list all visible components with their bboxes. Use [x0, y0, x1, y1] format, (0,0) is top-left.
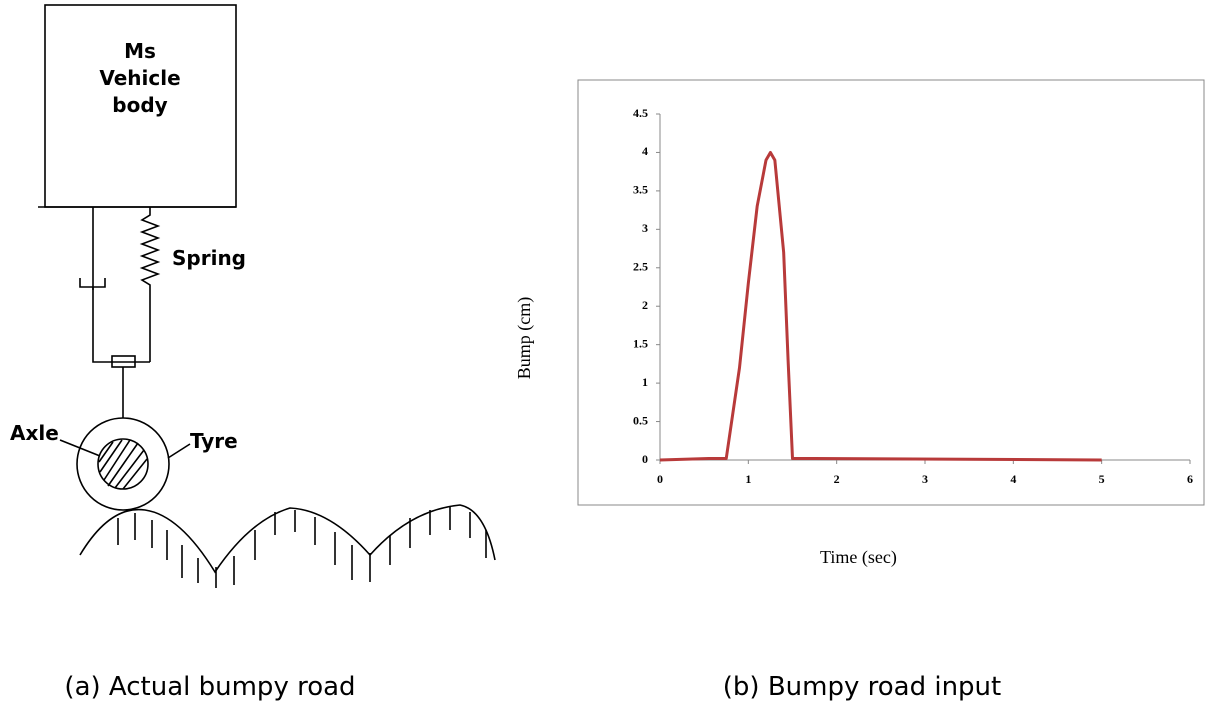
spring-label: Spring — [172, 246, 246, 270]
body-label: body — [112, 93, 167, 117]
tyre — [76, 417, 170, 511]
y-tick-label: 3 — [642, 221, 648, 235]
y-axis-title: Bump (cm) — [514, 297, 535, 380]
y-tick-label: 4 — [642, 144, 648, 158]
axle-pointer — [59, 439, 101, 457]
body-label: Ms — [124, 39, 156, 63]
tyre-pointer — [167, 443, 191, 459]
y-tick-label: 0.5 — [633, 413, 648, 427]
axle-hatch — [98, 439, 148, 490]
x-tick-label: 3 — [922, 472, 928, 486]
y-tick-label: 2 — [642, 298, 648, 312]
y-tick-label: 4.5 — [633, 106, 648, 120]
axle-label: Axle — [10, 421, 59, 445]
road-hatch — [117, 507, 487, 588]
caption: (b) Bumpy road input — [723, 672, 1001, 702]
plot-frame — [577, 79, 1205, 506]
x-tick-label: 6 — [1187, 472, 1193, 486]
road — [79, 504, 496, 574]
x-tick-label: 5 — [1099, 472, 1105, 486]
body-label: Vehicle — [99, 66, 180, 90]
y-tick-label: 0 — [642, 452, 648, 466]
caption: (a) Actual bumpy road — [64, 672, 355, 702]
x-tick-label: 2 — [834, 472, 840, 486]
x-tick-label: 0 — [657, 472, 663, 486]
y-tick-label: 3.5 — [633, 183, 648, 197]
tyre-label: Tyre — [190, 429, 238, 453]
x-tick-label: 4 — [1010, 472, 1016, 486]
x-tick-label: 1 — [745, 472, 751, 486]
y-tick-label: 1 — [642, 375, 648, 389]
y-tick-label: 1.5 — [633, 336, 648, 350]
data-line — [659, 150, 1102, 462]
spring — [139, 207, 161, 362]
damper-link — [92, 287, 150, 363]
suspension-diagram: Ms Vehicle body Spring Axle Tyre — [10, 4, 496, 588]
x-axis-title: Time (sec) — [820, 547, 897, 568]
y-tick-label: 2.5 — [633, 260, 648, 274]
